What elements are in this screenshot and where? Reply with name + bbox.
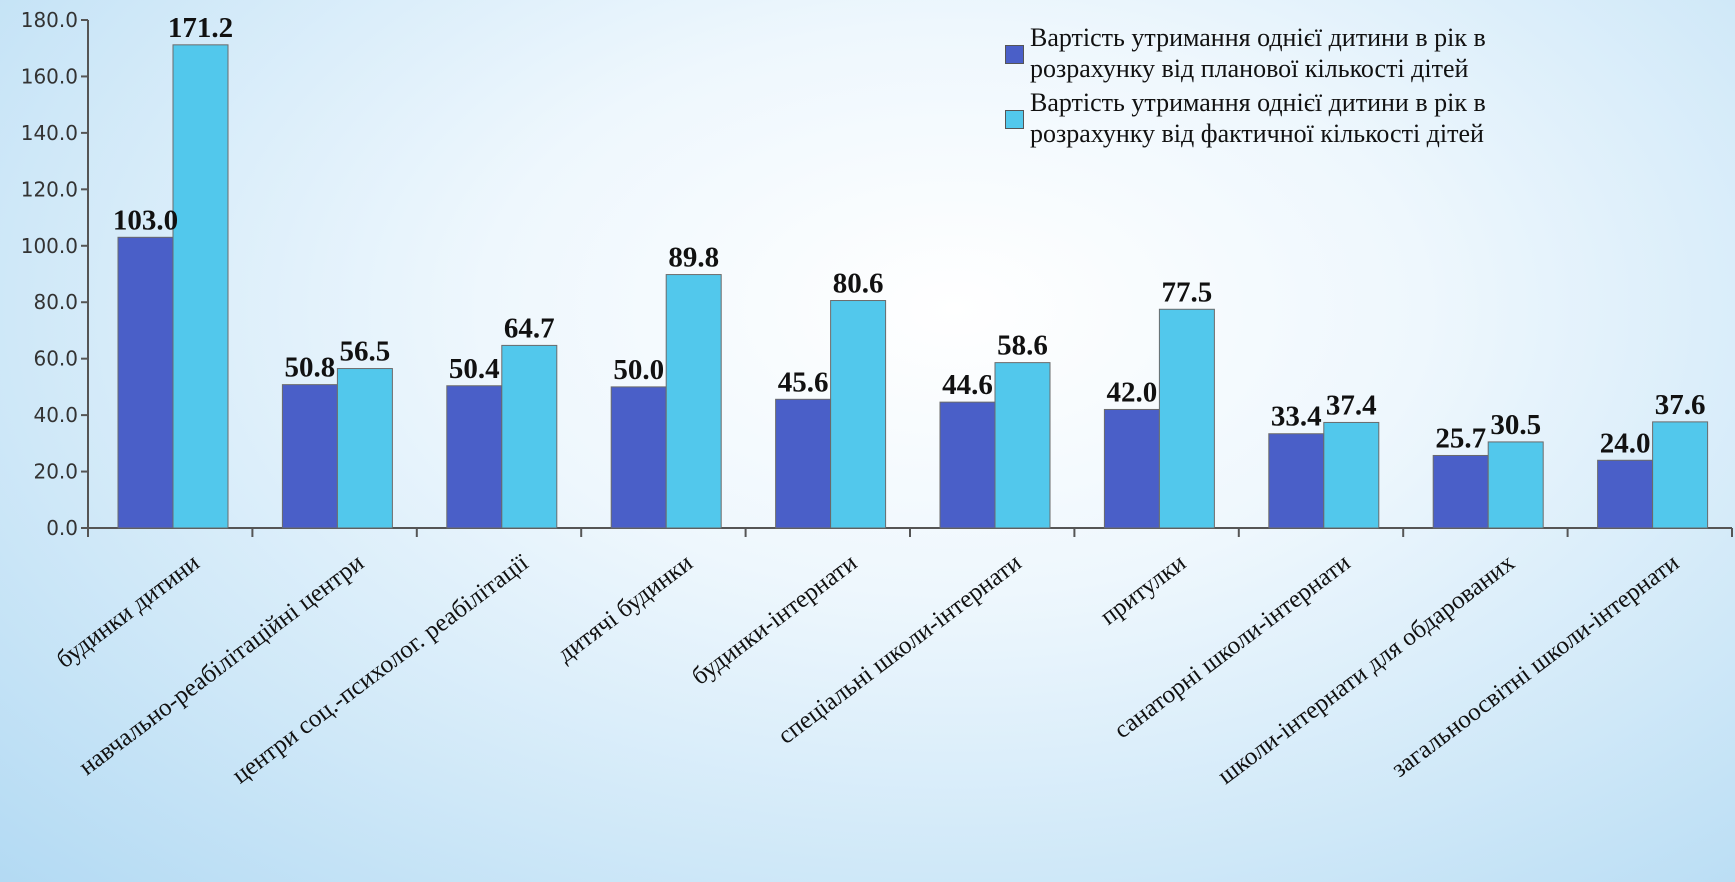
- data-label-actual: 30.5: [1490, 409, 1541, 441]
- bar-actual: [1652, 421, 1709, 529]
- category-label: притулки: [1095, 549, 1191, 630]
- bar-actual: [994, 362, 1051, 529]
- y-tick-label: 80.0: [33, 290, 78, 314]
- data-label-actual: 37.4: [1326, 389, 1377, 421]
- data-label-planned: 44.6: [942, 369, 993, 401]
- bar-actual: [501, 344, 558, 529]
- category-label: загальноосвітні школи-інтернати: [1387, 549, 1685, 783]
- bar-planned: [1103, 408, 1160, 529]
- bar-planned: [939, 401, 996, 529]
- data-label-planned: 33.4: [1271, 401, 1322, 433]
- category-label: дитячі будинки: [552, 549, 697, 668]
- y-tick-label: 100.0: [21, 234, 78, 258]
- y-tick-label: 120.0: [21, 177, 78, 201]
- y-tick-label: 60.0: [33, 347, 78, 371]
- legend-item-planned: Вартість утримання однієї дитини в рік в…: [1005, 22, 1605, 84]
- bar-planned: [1268, 433, 1325, 529]
- data-label-actual: 89.8: [668, 242, 719, 274]
- legend: Вартість утримання однієї дитини в рік в…: [1005, 22, 1605, 152]
- bar-actual: [1158, 308, 1215, 529]
- legend-label-actual: Вартість утримання однієї дитини в рік в…: [1030, 88, 1486, 148]
- bar-planned: [1432, 454, 1489, 529]
- bar-planned: [610, 386, 667, 529]
- y-tick-label: 20.0: [33, 460, 78, 484]
- data-labels: 103.0 171.2 50.856.5 50.464.7 50.0 89.8 45.6 80…: [113, 12, 1706, 459]
- bar-actual: [1323, 421, 1380, 529]
- bar-actual: [336, 368, 393, 529]
- legend-swatch-planned: [1005, 45, 1024, 64]
- category-label: будинки дитини: [52, 549, 205, 674]
- data-label-planned: 25.7: [1435, 422, 1486, 454]
- category-label: центри соц.-психолог. реабілітації: [227, 549, 533, 789]
- legend-item-actual: Вартість утримання однієї дитини в рік в…: [1005, 87, 1605, 149]
- category-label: будинки-інтернати: [687, 549, 862, 690]
- data-label-actual: 77.5: [1162, 276, 1213, 308]
- category-label: навчально-реабілітаційні центри: [74, 549, 369, 781]
- legend-label-planned: Вартість утримання однієї дитини в рік в…: [1030, 23, 1486, 83]
- x-axis: [87, 527, 1733, 537]
- data-label-actual: 171.2: [168, 12, 233, 44]
- data-label-planned: 42.0: [1107, 376, 1158, 408]
- y-axis: 0.0 20.0 40.0 60.0 80.0 100.0 120.0 140.0 160.0 1…: [21, 8, 89, 540]
- data-label-actual: 80.6: [833, 268, 884, 300]
- bars: [117, 44, 1709, 529]
- bar-actual: [172, 44, 229, 529]
- data-label-planned: 50.8: [285, 352, 336, 384]
- data-label-planned: 103.0: [113, 204, 178, 236]
- data-label-actual: 37.6: [1655, 389, 1706, 421]
- y-tick-label: 160.0: [21, 64, 78, 88]
- legend-swatch-actual: [1005, 110, 1024, 129]
- data-label-planned: 24.0: [1600, 427, 1651, 459]
- y-tick-label: 0.0: [46, 516, 78, 540]
- data-label-actual: 58.6: [997, 330, 1048, 362]
- bar-planned: [446, 385, 503, 529]
- category-label: школи-інтернати для обдарованих: [1213, 549, 1520, 790]
- y-tick-label: 140.0: [21, 121, 78, 145]
- bar-planned: [1597, 459, 1654, 529]
- bar-actual: [1487, 441, 1544, 529]
- data-label-planned: 50.0: [613, 354, 664, 386]
- bar-planned: [117, 236, 174, 529]
- y-tick-label: 40.0: [33, 403, 78, 427]
- bar-actual: [665, 274, 722, 529]
- data-label-planned: 45.6: [778, 366, 829, 398]
- bar-planned: [281, 384, 338, 529]
- bar-actual: [830, 300, 887, 529]
- data-label-planned: 50.4: [449, 353, 500, 385]
- bar-planned: [775, 398, 832, 529]
- data-label-actual: 64.7: [504, 312, 555, 344]
- data-label-actual: 56.5: [340, 336, 391, 368]
- y-tick-label: 180.0: [21, 8, 78, 32]
